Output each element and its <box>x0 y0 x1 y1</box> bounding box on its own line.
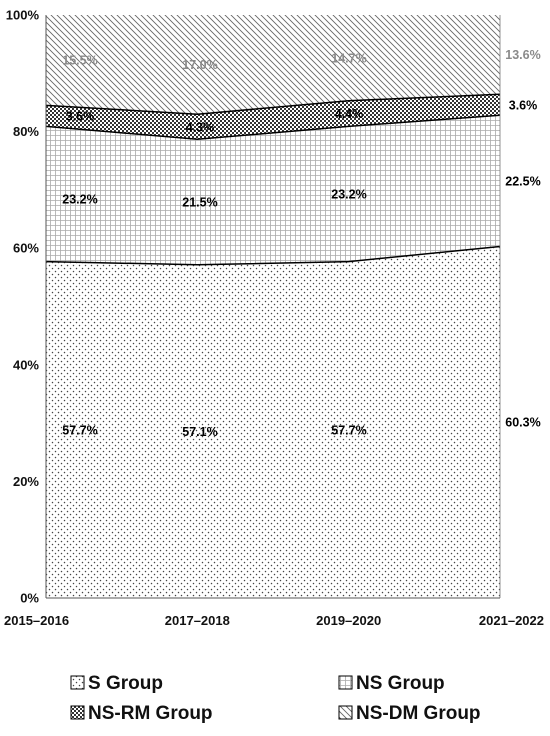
boundary-ns-group <box>45 114 501 141</box>
x-tick-label: 2021–2022 <box>479 613 544 628</box>
legend-label-s-group: S Group <box>88 673 163 694</box>
legend-swatch-s-group <box>70 675 85 690</box>
data-label: 13.6% <box>505 48 540 62</box>
area-ns-rm-group <box>46 94 500 140</box>
y-tick-label: 0% <box>20 591 39 606</box>
area-ns-group <box>46 115 500 265</box>
x-tick-label: 2015–2016 <box>4 613 69 628</box>
data-label: 57.7% <box>62 423 97 437</box>
boundary-ns-rm-group <box>45 93 501 115</box>
area-boundary-lines <box>45 15 501 598</box>
data-label: 15.5% <box>62 54 97 68</box>
area-ns-dm-group <box>46 15 500 115</box>
data-label: 21.5% <box>182 196 217 210</box>
data-label: 57.1% <box>182 425 217 439</box>
legend-label-ns-rm-group: NS-RM Group <box>88 703 213 724</box>
data-label: 17.0% <box>182 58 217 72</box>
data-label: 23.2% <box>62 192 97 206</box>
area-layers <box>46 15 500 599</box>
legend-swatch-ns-dm-group <box>338 705 353 720</box>
y-tick-label: 60% <box>13 241 39 256</box>
data-label: 4.3% <box>186 120 215 134</box>
axes <box>45 15 500 599</box>
legend: S Group NS Group NS-RM Group NS-DM Group <box>70 673 481 724</box>
legend-swatch-ns-group <box>338 675 353 690</box>
legend-label-ns-dm-group: NS-DM Group <box>356 703 481 724</box>
y-tick-label: 20% <box>13 474 39 489</box>
data-label: 22.5% <box>505 174 540 188</box>
data-label: 14.7% <box>331 51 366 65</box>
legend-label-ns-group: NS Group <box>356 673 445 694</box>
data-label: 3.6% <box>66 109 95 123</box>
legend-swatch-ns-rm-group <box>70 705 85 720</box>
y-tick-labels: 0% 20% 40% 60% 80% 100% <box>6 8 40 606</box>
data-label: 4.4% <box>335 107 364 121</box>
y-tick-label: 100% <box>6 8 40 23</box>
x-tick-label: 2019–2020 <box>316 613 381 628</box>
data-label: 3.6% <box>509 98 538 112</box>
y-tick-label: 80% <box>13 124 39 139</box>
data-labels: 57.7% 57.1% 57.7% 60.3% 23.2% 21.5% 23.2% 22.5%… <box>62 48 540 439</box>
x-tick-label: 2017–2018 <box>165 613 230 628</box>
boundary-s-group <box>45 245 501 266</box>
data-label: 23.2% <box>331 187 366 201</box>
data-label: 57.7% <box>331 423 366 437</box>
x-tick-labels: 2015–2016 2017–2018 2019–2020 2021–2022 <box>4 613 544 628</box>
area-s-group <box>46 246 500 599</box>
data-label: 60.3% <box>505 416 540 430</box>
y-tick-label: 40% <box>13 357 39 372</box>
